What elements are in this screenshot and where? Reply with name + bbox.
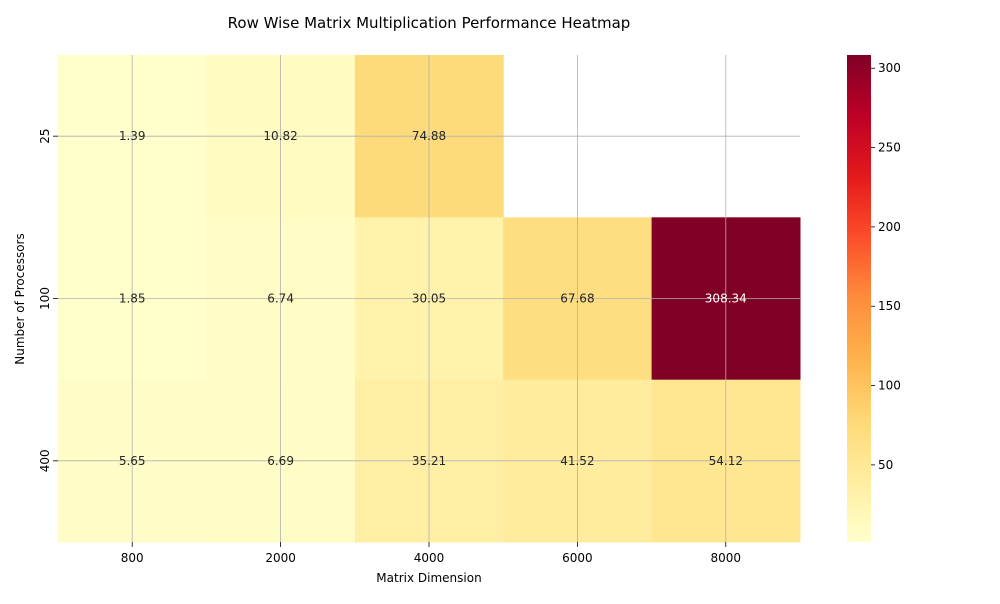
cell-value-label: 10.82: [263, 129, 297, 143]
x-tick-label: 2000: [265, 551, 296, 565]
x-tick-label: 800: [121, 551, 144, 565]
y-axis-label: Number of Processors: [13, 233, 27, 364]
cell-value-label: 1.39: [119, 129, 146, 143]
x-tick-label: 6000: [562, 551, 593, 565]
chart-title: Row Wise Matrix Multiplication Performan…: [228, 14, 631, 32]
cell-value-label: 35.21: [412, 454, 446, 468]
cell-value-label: 30.05: [412, 292, 446, 306]
plot-area: 1.39 10.82 74.88 1.85 6.74 30.05 67.68 308.34 5.…: [38, 55, 801, 565]
cell-value-label: 74.88: [412, 129, 446, 143]
colorbar-tick-label: 100: [878, 379, 901, 393]
colorbar-tick-label: 300: [878, 61, 901, 75]
colorbar-tick-label: 200: [878, 220, 901, 234]
cell-value-label: 67.68: [560, 292, 594, 306]
x-axis-label: Matrix Dimension: [376, 571, 481, 585]
colorbar-tick-label: 50: [878, 458, 893, 472]
x-tick-label: 4000: [414, 551, 445, 565]
colorbar-tick-label: 250: [878, 141, 901, 155]
cell-value-label: 6.69: [267, 454, 294, 468]
colorbar: 50 100 150 200 250 300: [847, 55, 901, 542]
cell-value-label: 1.85: [119, 292, 146, 306]
y-tick-label: 100: [38, 287, 52, 310]
cell-value-label: 54.12: [709, 454, 743, 468]
cell-value-label: 6.74: [267, 292, 294, 306]
y-tick-label: 25: [38, 129, 52, 144]
cell-value-label: 41.52: [560, 454, 594, 468]
colorbar-gradient: [847, 55, 871, 542]
cell-value-label: 308.34: [705, 292, 747, 306]
cell-value-label: 5.65: [119, 454, 146, 468]
colorbar-tick-label: 150: [878, 299, 901, 313]
y-tick-label: 400: [38, 449, 52, 472]
x-tick-label: 8000: [711, 551, 742, 565]
